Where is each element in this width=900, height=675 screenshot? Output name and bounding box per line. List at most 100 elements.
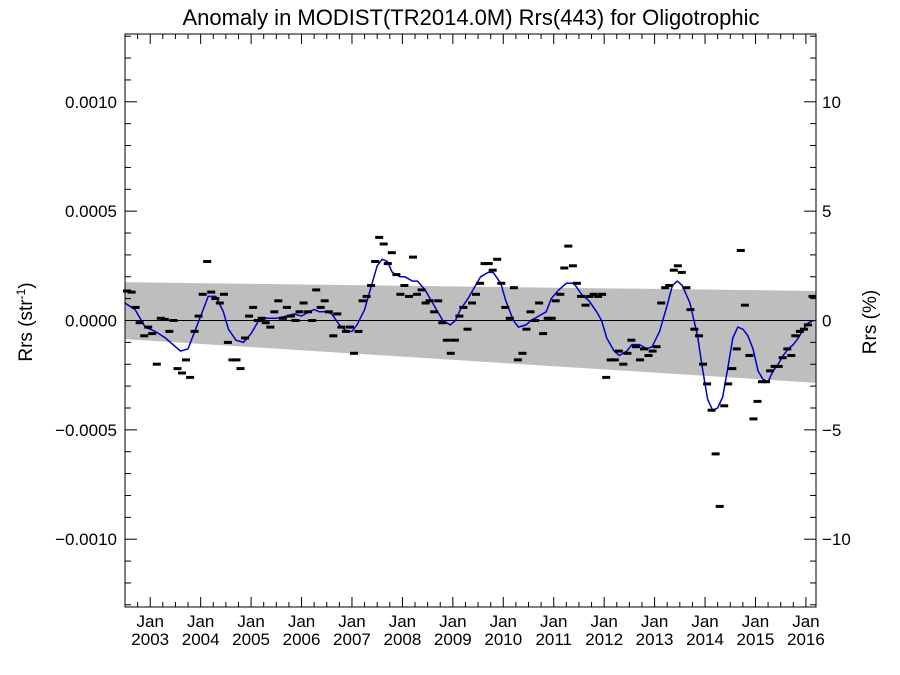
anomaly-marker [341,329,350,333]
anomaly-marker [518,351,527,355]
anomaly-marker [413,292,421,296]
anomaly-marker [186,375,195,379]
anomaly-marker [497,281,506,285]
anomaly-marker [438,321,447,325]
x-tick-month-label: Jan [490,612,517,631]
anomaly-marker [778,356,787,360]
y-axis-label-close: ) [16,282,37,288]
anomaly-marker [795,329,804,333]
anomaly-marker [350,351,358,355]
anomaly-marker [425,299,434,303]
x-tick-month-label: Jan [590,612,617,631]
y2-tick-label: 5 [822,202,831,221]
anomaly-marker [803,323,812,327]
anomaly-marker [623,351,632,355]
y-tick-label: 0.0010 [65,93,117,112]
anomaly-marker [160,317,169,321]
x-tick-month-label: Jan [792,612,819,631]
anomaly-marker [480,262,489,266]
anomaly-marker [711,452,720,456]
anomaly-marker [421,301,430,305]
anomaly-marker [291,319,300,322]
x-tick-year-label: 2003 [131,630,169,649]
anomaly-marker [770,364,779,368]
anomaly-marker [783,347,792,351]
chart-title: Anomaly in MODIST(TR2014.0M) Rrs(443) fo… [182,5,759,30]
anomaly-marker [299,301,308,305]
anomaly-marker [493,257,502,261]
anomaly-marker [178,371,186,375]
anomaly-marker [547,316,556,320]
x-tick-year-label: 2014 [686,630,724,649]
x-tick-year-label: 2005 [232,630,270,649]
anomaly-marker [631,345,640,349]
x-tick-month-label: Jan [338,612,365,631]
anomaly-marker [648,349,657,353]
anomaly-marker [144,325,153,329]
y2-tick-label: 0 [822,312,831,331]
x-tick-year-label: 2004 [182,630,220,649]
anomaly-marker [644,354,653,357]
anomaly-marker [695,334,703,338]
anomaly-marker [652,345,661,349]
anomaly-marker [808,294,817,298]
y-axis-label-base: Rrs (str [16,299,37,362]
anomaly-marker [703,382,712,386]
anomaly-marker [463,327,472,331]
anomaly-marker [799,327,808,331]
anomaly-marker [320,299,329,303]
anomaly-marker [135,321,144,325]
anomaly-marker [274,299,283,303]
anomaly-marker [715,504,724,508]
anomaly-marker [190,329,199,333]
anomaly-marker [522,327,531,331]
anomaly-marker [509,286,518,290]
x-tick-year-label: 2007 [333,630,371,649]
anomaly-marker [312,288,321,292]
anomaly-marker [371,260,380,263]
y-axis-label-superscript: -1 [14,288,28,299]
anomaly-marker [640,347,648,351]
anomaly-marker [253,319,262,322]
y-tick-label: −0.0005 [55,421,117,440]
y2-tick-label: −10 [822,530,851,549]
x-tick-year-label: 2008 [383,630,421,649]
anomaly-marker [203,260,212,263]
anomaly-marker [736,249,745,252]
anomaly-marker [295,310,304,314]
anomaly-marker [577,294,585,298]
anomaly-marker [627,338,636,342]
anomaly-marker [308,319,317,322]
anomaly-marker [236,367,245,371]
anomaly-marker [488,268,497,272]
anomaly-marker [669,268,678,272]
x-tick-year-label: 2009 [434,630,472,649]
anomaly-marker [745,354,754,357]
anomaly-marker [774,364,783,368]
anomaly-marker [362,294,371,298]
anomaly-marker [245,314,254,318]
anomaly-marker [446,351,455,355]
anomaly-marker [140,334,149,338]
anomaly-marker [442,338,451,342]
x-tick-month-label: Jan [389,612,416,631]
y-tick-label: 0.0000 [65,312,117,331]
anomaly-marker [535,301,544,305]
anomaly-marker [270,310,279,314]
anomaly-marker [211,297,220,301]
x-tick-year-label: 2010 [484,630,522,649]
x-tick-month-label: Jan [641,612,668,631]
anomaly-marker [400,284,409,287]
anomaly-marker [732,347,741,351]
anomaly-marker [551,299,560,303]
anomaly-marker [614,349,623,353]
anomaly-marker [572,281,581,285]
anomaly-marker [564,244,573,248]
anomaly-marker [249,305,258,309]
anomaly-marker [123,289,131,293]
anomaly-marker [375,235,384,239]
anomaly-marker [282,305,291,309]
anomaly-marker [673,264,682,268]
anomaly-marker [392,273,401,277]
